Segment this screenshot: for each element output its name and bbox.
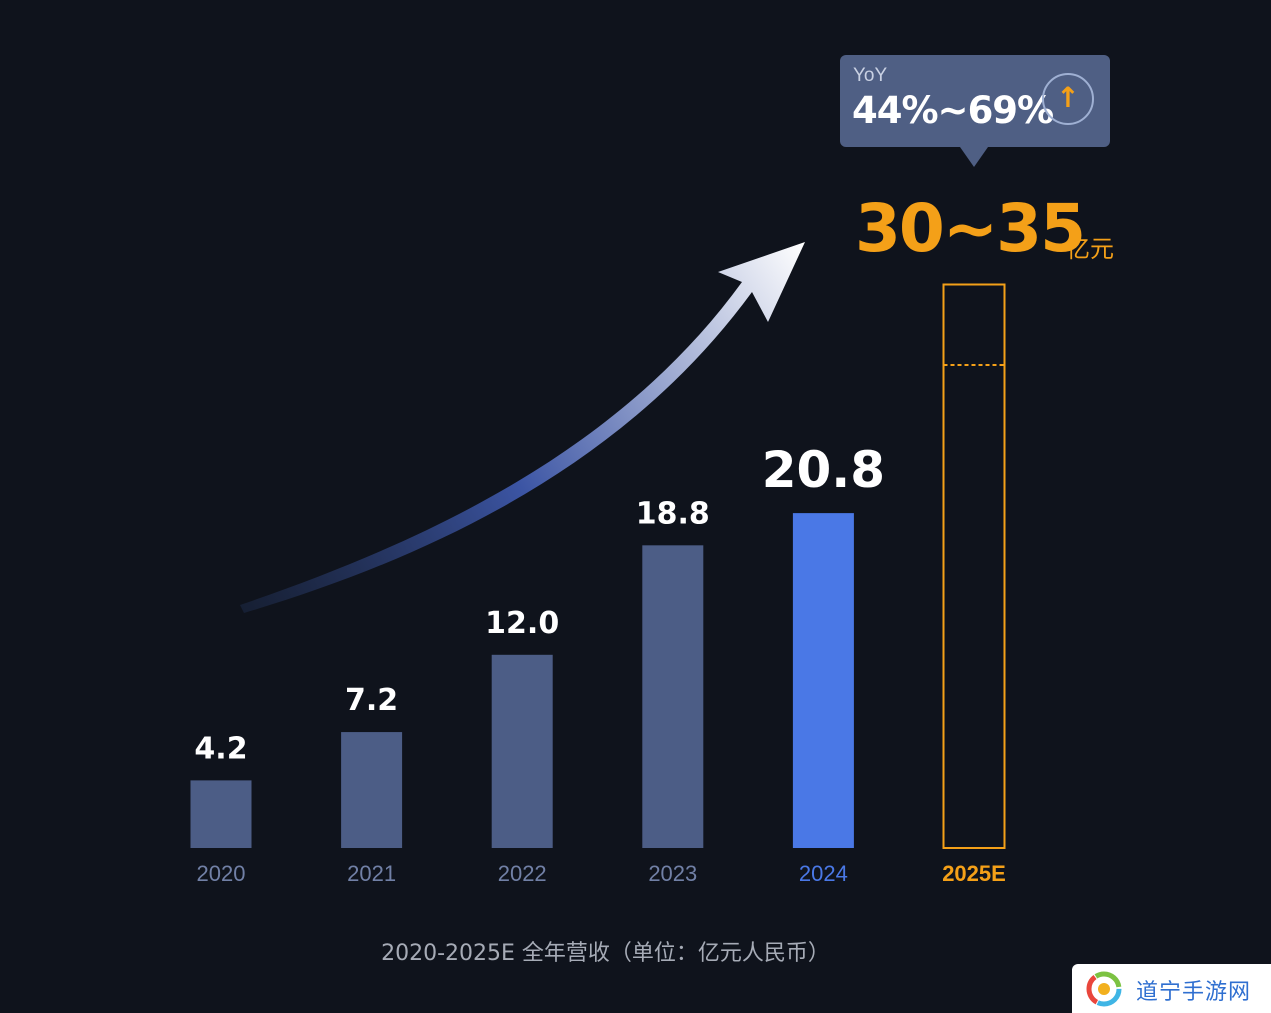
category-label-2023: 2023 [648, 861, 697, 886]
growth-arrow [240, 242, 805, 613]
value-label-2023: 18.8 [636, 496, 710, 531]
category-label-2020: 2020 [197, 861, 246, 886]
up-arrow-icon: ↑ [1042, 73, 1094, 125]
value-label-2024: 20.8 [762, 441, 885, 499]
forecast-unit: 亿元 [1066, 235, 1114, 263]
chart-caption: 2020-2025E 全年营收（单位：亿元人民币） [381, 941, 830, 966]
value-label-2022: 12.0 [485, 606, 559, 641]
category-label-2021: 2021 [347, 861, 396, 886]
category-label-2022: 2022 [498, 861, 547, 886]
swirl-logo-icon [1086, 971, 1122, 1007]
watermark-text: 道宁手游网 [1136, 980, 1252, 1005]
bar-2021 [341, 732, 403, 848]
forecast-value: 30~35 [855, 190, 1086, 267]
watermark: 道宁手游网 [1072, 964, 1271, 1013]
bar-2024 [792, 513, 854, 848]
category-label-2024: 2024 [799, 861, 848, 886]
bar-2020 [190, 780, 252, 848]
value-label-2020: 4.2 [194, 731, 247, 766]
yoy-value: 44%~69% [852, 89, 1054, 132]
category-label-2025E: 2025E [942, 861, 1006, 886]
bar-2023 [642, 545, 704, 848]
yoy-callout: YoY 44%~69% ↑ [840, 55, 1110, 167]
value-label-2021: 7.2 [345, 683, 398, 718]
bar-2022 [491, 654, 553, 848]
yoy-title: YoY [853, 65, 888, 86]
bar-2025E [942, 283, 1006, 849]
